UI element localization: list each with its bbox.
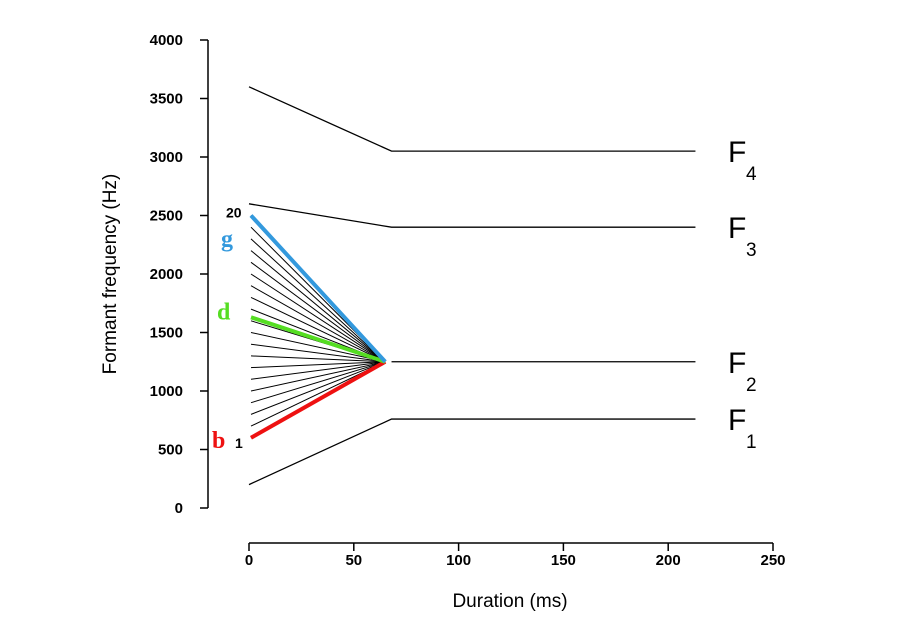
continuum-line [250, 261, 386, 363]
f2-continuum [250, 215, 386, 439]
continuum-line [250, 250, 386, 363]
continuum-line [250, 332, 386, 363]
continuum-last-label: 20 [226, 205, 242, 221]
formant-label-f1: F [728, 404, 746, 437]
y-axis-title: Formant frequency (Hz) [100, 174, 121, 375]
letter-label-b: b [212, 428, 225, 454]
continuum-line [250, 361, 386, 392]
formant-label-f4: F [728, 136, 746, 169]
transition-b [250, 360, 387, 440]
formant-sub-f4: 4 [746, 164, 757, 185]
x-tick-label: 250 [760, 552, 785, 569]
x-axis-title: Duration (ms) [452, 591, 567, 612]
x-tick-label: 50 [345, 552, 362, 569]
y-tick-label: 2500 [150, 208, 183, 225]
continuum-first-label: 1 [235, 435, 243, 451]
formant-track-f4 [248, 86, 696, 152]
x-tick-label: 0 [245, 552, 253, 569]
axes [207, 40, 773, 544]
formant-label-f2: F [728, 347, 746, 380]
formant-track-f1 [248, 418, 696, 486]
continuum-line [250, 273, 386, 363]
transition-g [249, 214, 387, 364]
continuum-line [250, 296, 386, 363]
transition-d [250, 315, 386, 364]
formant-sub-f3: 3 [746, 240, 757, 261]
continuum-line [250, 238, 386, 363]
y-tick-label: 3500 [150, 91, 183, 108]
y-tick-label: 500 [158, 442, 183, 459]
continuum-line [250, 361, 386, 369]
formant-label-f3: F [728, 212, 746, 245]
y-ticks: 0 500 1000 1500 2000 2500 3000 3500 4000 [150, 32, 208, 517]
y-tick-label: 1000 [150, 383, 183, 400]
continuum-line [250, 361, 386, 380]
y-tick-label: 3000 [150, 149, 183, 166]
continuum-line [250, 361, 386, 415]
formant-sub-f2: 2 [746, 375, 757, 396]
continuum-line [250, 355, 386, 363]
highlighted-transitions [249, 214, 387, 440]
letter-label-g: g [221, 227, 233, 253]
y-tick-label: 1500 [150, 325, 183, 342]
formant-tracks [248, 86, 696, 486]
formant-track-f3 [248, 203, 696, 228]
continuum-line [250, 361, 386, 404]
y-tick-label: 4000 [150, 32, 183, 49]
x-tick-label: 200 [656, 552, 681, 569]
x-ticks: 0 50 100 150 200 250 [245, 543, 786, 569]
letter-label-d: d [217, 299, 231, 325]
x-tick-label: 150 [551, 552, 576, 569]
formant-sub-f1: 1 [746, 432, 757, 453]
y-tick-label: 0 [175, 500, 183, 517]
x-tick-label: 100 [446, 552, 471, 569]
continuum-line [250, 285, 386, 363]
y-tick-label: 2000 [150, 266, 183, 283]
continuum-line [250, 343, 386, 363]
